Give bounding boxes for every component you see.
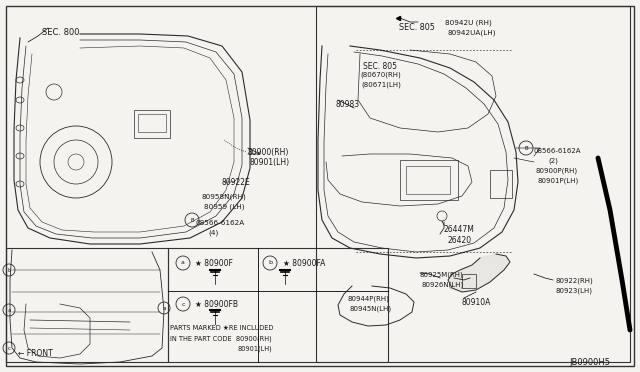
Text: 80926N(LH): 80926N(LH) bbox=[421, 281, 463, 288]
Text: a: a bbox=[163, 305, 166, 311]
Text: b: b bbox=[268, 260, 272, 266]
Text: B: B bbox=[190, 218, 194, 222]
Text: 26447M: 26447M bbox=[444, 225, 475, 234]
Text: ★ 80900FB: ★ 80900FB bbox=[195, 300, 238, 309]
Text: 80901(LH): 80901(LH) bbox=[237, 345, 272, 352]
Bar bbox=[168, 248, 388, 362]
Text: (4): (4) bbox=[208, 230, 218, 237]
Bar bbox=[134, 110, 170, 138]
Text: B: B bbox=[524, 145, 528, 151]
Text: 80922E: 80922E bbox=[222, 178, 251, 187]
Text: 80900P(RH): 80900P(RH) bbox=[536, 168, 578, 174]
Bar bbox=[462, 274, 476, 288]
Text: 80942UA(LH): 80942UA(LH) bbox=[447, 30, 495, 36]
Text: 80910A: 80910A bbox=[462, 298, 492, 307]
Bar bbox=[6, 248, 168, 362]
Bar bbox=[400, 160, 458, 200]
Text: 80900(RH): 80900(RH) bbox=[248, 148, 289, 157]
Text: IN THE PART CODE  80900(RH): IN THE PART CODE 80900(RH) bbox=[170, 335, 272, 341]
Bar bbox=[138, 114, 166, 132]
Text: 80983: 80983 bbox=[336, 100, 360, 109]
Text: PARTS MARKED ★RE INCLUDED: PARTS MARKED ★RE INCLUDED bbox=[170, 325, 273, 331]
Bar bbox=[406, 166, 450, 194]
Text: 80901P(LH): 80901P(LH) bbox=[537, 178, 579, 185]
Polygon shape bbox=[448, 254, 510, 292]
Text: (80670(RH): (80670(RH) bbox=[360, 72, 401, 78]
Text: 80901(LH): 80901(LH) bbox=[250, 158, 290, 167]
Text: 08566-6162A: 08566-6162A bbox=[196, 220, 245, 226]
Text: JB0900H5: JB0900H5 bbox=[569, 358, 610, 367]
Text: 80942U (RH): 80942U (RH) bbox=[445, 20, 492, 26]
Text: 80944P(RH): 80944P(RH) bbox=[348, 296, 390, 302]
Text: c: c bbox=[8, 346, 10, 350]
Text: a: a bbox=[181, 260, 185, 266]
Text: ★ 80900FA: ★ 80900FA bbox=[283, 259, 325, 268]
Bar bbox=[316, 6, 630, 362]
Text: c: c bbox=[181, 301, 185, 307]
Text: (80671(LH): (80671(LH) bbox=[361, 82, 401, 89]
Text: (2): (2) bbox=[548, 158, 558, 164]
Text: ★ 80900F: ★ 80900F bbox=[195, 259, 233, 268]
Text: 80945N(LH): 80945N(LH) bbox=[349, 306, 391, 312]
Text: ← FRONT: ← FRONT bbox=[18, 349, 52, 358]
Text: 80923(LH): 80923(LH) bbox=[556, 288, 593, 295]
Text: SEC. 800: SEC. 800 bbox=[42, 28, 79, 37]
Text: a: a bbox=[7, 308, 11, 312]
Text: 80959 (LH): 80959 (LH) bbox=[204, 204, 244, 211]
Text: 80925M(RH): 80925M(RH) bbox=[420, 271, 464, 278]
Text: SEC. 805: SEC. 805 bbox=[363, 62, 397, 71]
Text: 80922(RH): 80922(RH) bbox=[555, 278, 593, 285]
Text: 80958N(RH): 80958N(RH) bbox=[202, 194, 247, 201]
Text: 08566-6162A: 08566-6162A bbox=[534, 148, 582, 154]
Text: b: b bbox=[7, 267, 11, 273]
Text: SEC. 805: SEC. 805 bbox=[399, 23, 435, 32]
Bar bbox=[490, 170, 512, 198]
Text: 26420: 26420 bbox=[447, 236, 471, 245]
